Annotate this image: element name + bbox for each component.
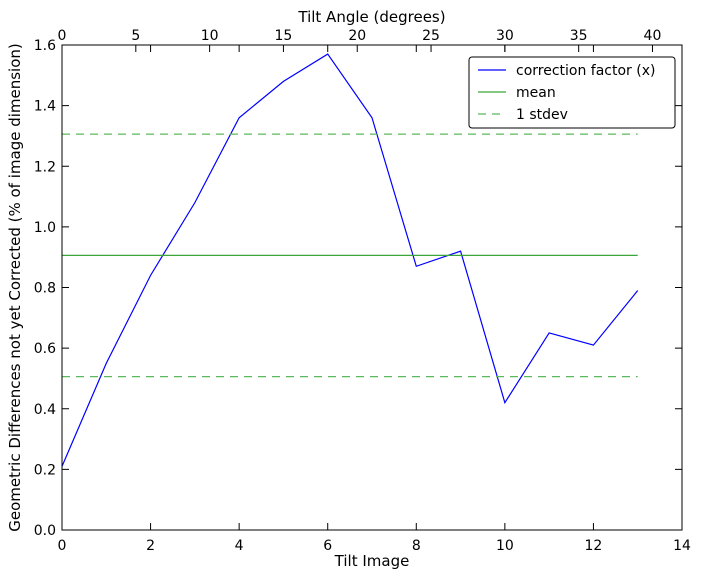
top-x-tick-label: 5	[131, 28, 140, 44]
top-x-tick-label: 20	[348, 28, 366, 44]
y-tick-label: 0.6	[34, 341, 56, 357]
y-tick-label: 1.2	[34, 159, 56, 175]
y-tick-label: 1.0	[34, 220, 56, 236]
top-x-tick-label: 10	[201, 28, 219, 44]
y-axis-label: Geometric Differences not yet Corrected …	[6, 43, 24, 532]
top-x-tick-label: 15	[275, 28, 293, 44]
legend: correction factor (x) mean 1 stdev	[468, 56, 676, 129]
y-tick-label: 0.4	[34, 402, 56, 418]
top-x-tick-label: 35	[570, 28, 588, 44]
x-tick-label: 6	[323, 538, 332, 554]
top-x-tick-label: 25	[422, 28, 440, 44]
legend-box	[468, 56, 676, 129]
x-tick-label: 4	[235, 538, 244, 554]
legend-entry-label: correction factor (x)	[516, 63, 655, 79]
x-tick-label: 12	[585, 538, 603, 554]
top-x-tick-label: 40	[644, 28, 662, 44]
legend-entry-label: mean	[516, 85, 556, 101]
top-x-axis-label: Tilt Angle (degrees)	[297, 8, 445, 26]
x-tick-label: 2	[146, 538, 155, 554]
y-tick-label: 0.8	[34, 281, 56, 297]
top-x-tick-label: 30	[496, 28, 514, 44]
series-line-0	[61, 53, 639, 467]
y-tick-label: 1.6	[34, 38, 56, 54]
ticks-layer: 0 2 4 6 8 10 12 14 0 5 10 15 20 25 30 35 40 0.0 0.2 0.4 0.6 0…	[34, 28, 691, 554]
y-tick-label: 1.4	[34, 99, 56, 115]
x-tick-label: 10	[496, 538, 514, 554]
y-tick-label: 0.0	[34, 523, 56, 539]
y-tick-label: 0.2	[34, 462, 56, 478]
plot-content	[61, 53, 639, 467]
x-tick-label: 8	[412, 538, 421, 554]
x-tick-label: 0	[58, 538, 67, 554]
x-axis-label: Tilt Image	[334, 552, 410, 570]
top-x-tick-label: 0	[58, 28, 67, 44]
x-tick-label: 14	[673, 538, 691, 554]
legend-entry-label: 1 stdev	[516, 107, 568, 123]
